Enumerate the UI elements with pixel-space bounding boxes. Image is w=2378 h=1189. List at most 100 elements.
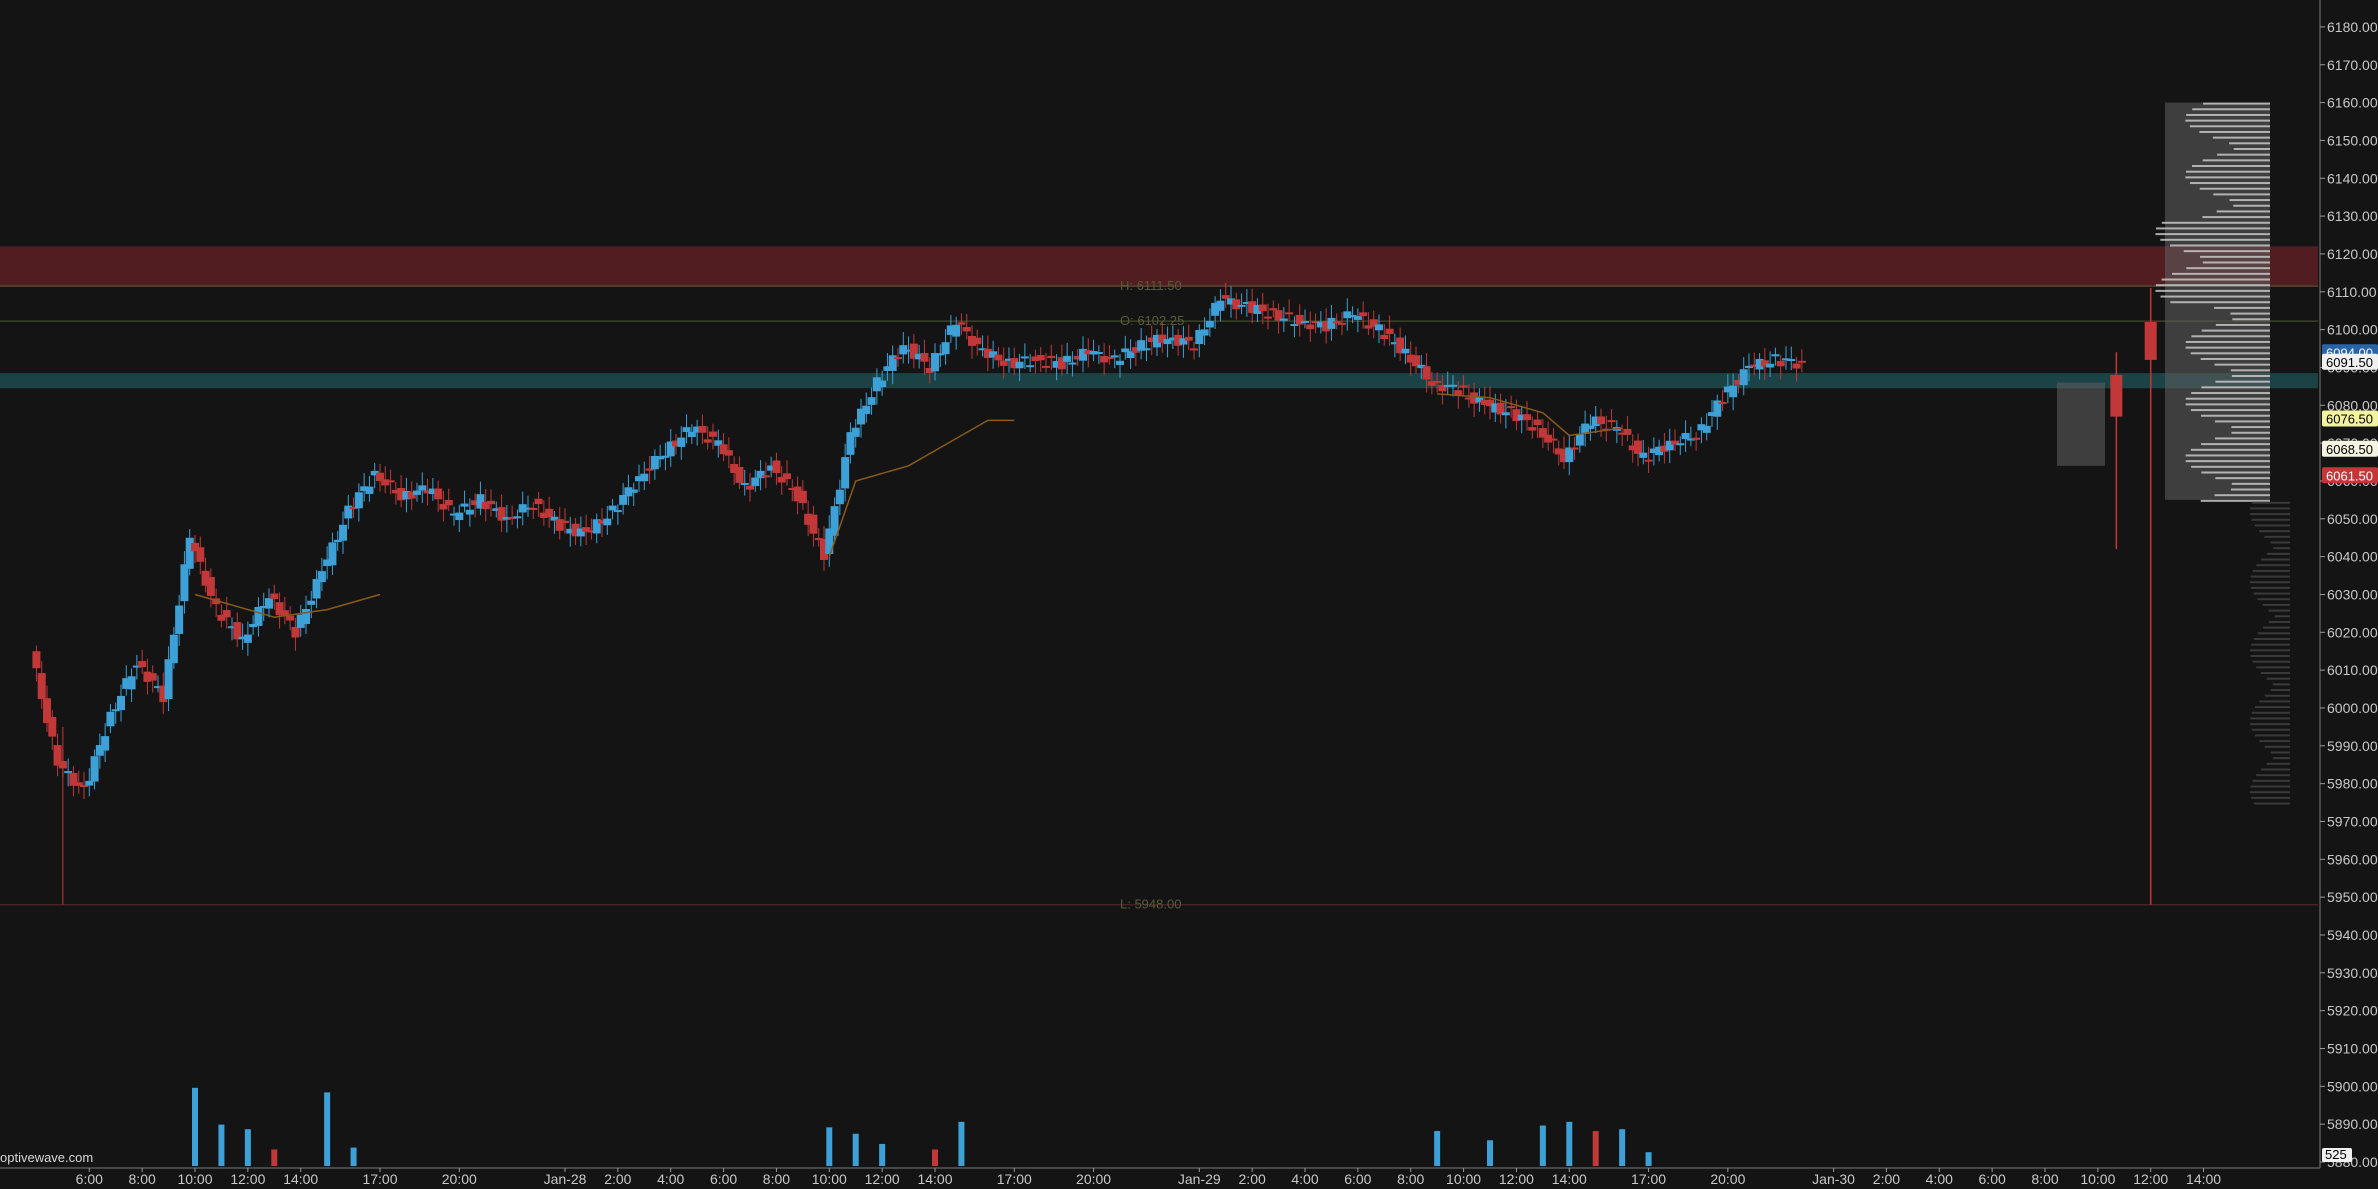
x-tick-label: 10:00 xyxy=(177,1171,212,1187)
x-tick-label: 17:00 xyxy=(362,1171,397,1187)
candle-body xyxy=(254,606,263,626)
candle-body xyxy=(1137,340,1146,351)
y-tick-label: 6010.00 xyxy=(2327,662,2378,678)
candle-body xyxy=(74,782,83,786)
x-tick-label: 8:00 xyxy=(2031,1171,2058,1187)
candle-body xyxy=(106,711,115,727)
x-tick-label: 12:00 xyxy=(865,1171,900,1187)
candle-body xyxy=(111,709,120,712)
volume-profile-bar xyxy=(2251,796,2290,799)
candle-body xyxy=(1538,428,1547,438)
x-tick-label: 20:00 xyxy=(1710,1171,1745,1187)
candle-body xyxy=(164,659,173,700)
candle-body xyxy=(1771,354,1780,357)
volume-profile-bar xyxy=(2215,477,2270,480)
candle-body xyxy=(43,698,51,724)
candle-body xyxy=(962,327,971,332)
candle-body xyxy=(814,538,823,541)
volume-bar xyxy=(1566,1121,1573,1166)
candle-body xyxy=(1195,330,1204,345)
price-tag-bg-3 xyxy=(2322,440,2378,457)
candle-body xyxy=(333,539,342,543)
volume-profile-bar xyxy=(2189,125,2270,128)
candle-body xyxy=(117,695,125,711)
volume-profile-bar xyxy=(2251,711,2290,714)
candle-body xyxy=(80,785,88,788)
volume-profile-bar xyxy=(2160,295,2270,298)
candle-body xyxy=(122,678,131,689)
candle-body xyxy=(1686,438,1695,441)
price-tag-3: 6068.50 xyxy=(2326,442,2373,457)
volume-profile-bar xyxy=(2155,289,2270,292)
candle-body xyxy=(978,348,987,351)
volume-profile-bar xyxy=(2201,471,2270,474)
volume-bar xyxy=(244,1129,251,1166)
candle-body xyxy=(1565,447,1574,463)
candle-body xyxy=(851,427,860,437)
candle-body xyxy=(1734,379,1743,385)
volume-profile-bar xyxy=(2199,255,2270,258)
volume-profile-bar xyxy=(2253,802,2290,805)
volume-profile-bar xyxy=(2250,575,2290,578)
candle-body xyxy=(286,615,295,621)
candle-body xyxy=(1026,365,1035,368)
volume-profile-bar xyxy=(2215,380,2270,383)
volume-profile-bar xyxy=(2191,465,2270,468)
candle-body xyxy=(1702,425,1711,433)
candle-body xyxy=(539,512,548,518)
volume-profile-bar xyxy=(2214,306,2270,309)
volume-profile-bar xyxy=(2253,592,2290,595)
candle-body xyxy=(1396,337,1405,354)
candle-body xyxy=(1644,459,1653,462)
candle-body xyxy=(1105,356,1114,359)
candle-body xyxy=(561,520,569,523)
volume-profile-bar xyxy=(2252,569,2290,572)
candle-body xyxy=(1279,318,1288,321)
candle-body xyxy=(1264,316,1272,319)
price-tag-1: 6091.50 xyxy=(2326,355,2373,370)
volume-axis-tag: 525 xyxy=(2325,1147,2347,1162)
candle-body xyxy=(555,519,564,531)
level-label-2: L: 5948.00 xyxy=(1120,897,1181,912)
candle-body xyxy=(973,337,982,345)
volume-profile-bar xyxy=(2190,448,2270,451)
y-tick-label: 5970.00 xyxy=(2327,813,2378,829)
x-tick-label: 17:00 xyxy=(1631,1171,1666,1187)
candle-body xyxy=(983,348,992,358)
moving-average-line-2 xyxy=(1437,393,1623,437)
candle-body xyxy=(592,519,601,534)
candle-body xyxy=(915,353,924,360)
volume-profile-bar xyxy=(2231,482,2270,485)
candle-body xyxy=(1100,355,1109,363)
candle-body xyxy=(1676,443,1685,446)
candle-body xyxy=(1311,321,1320,324)
candle-body xyxy=(450,513,458,516)
volume-profile-bar xyxy=(2251,643,2290,646)
volume-profile-bar xyxy=(2231,375,2270,378)
candle-body xyxy=(820,538,828,560)
volume-profile-bar xyxy=(2254,524,2290,527)
candle-body xyxy=(365,486,374,494)
candle-body xyxy=(1755,358,1764,370)
x-tick-label: 6:00 xyxy=(1979,1171,2006,1187)
x-tick-label: 12:00 xyxy=(230,1171,265,1187)
candle-body xyxy=(714,440,723,446)
candle-body xyxy=(344,505,353,519)
candle-body xyxy=(1438,384,1447,392)
volume-profile-bar xyxy=(2233,204,2270,207)
candle-body xyxy=(1042,365,1050,368)
volume-profile-bar xyxy=(2199,130,2270,133)
x-tick-label: 14:00 xyxy=(2186,1171,2221,1187)
y-tick-label: 5890.00 xyxy=(2327,1116,2378,1132)
candle-body xyxy=(1242,301,1251,304)
candle-body xyxy=(127,676,136,690)
candle-body xyxy=(249,623,258,628)
x-tick-label: 2:00 xyxy=(1239,1171,1266,1187)
volume-profile-bar xyxy=(2185,403,2270,406)
candle-body xyxy=(1269,308,1278,311)
volume-profile-bar xyxy=(2192,108,2270,111)
candle-body xyxy=(233,622,242,640)
candle-body xyxy=(90,756,99,782)
